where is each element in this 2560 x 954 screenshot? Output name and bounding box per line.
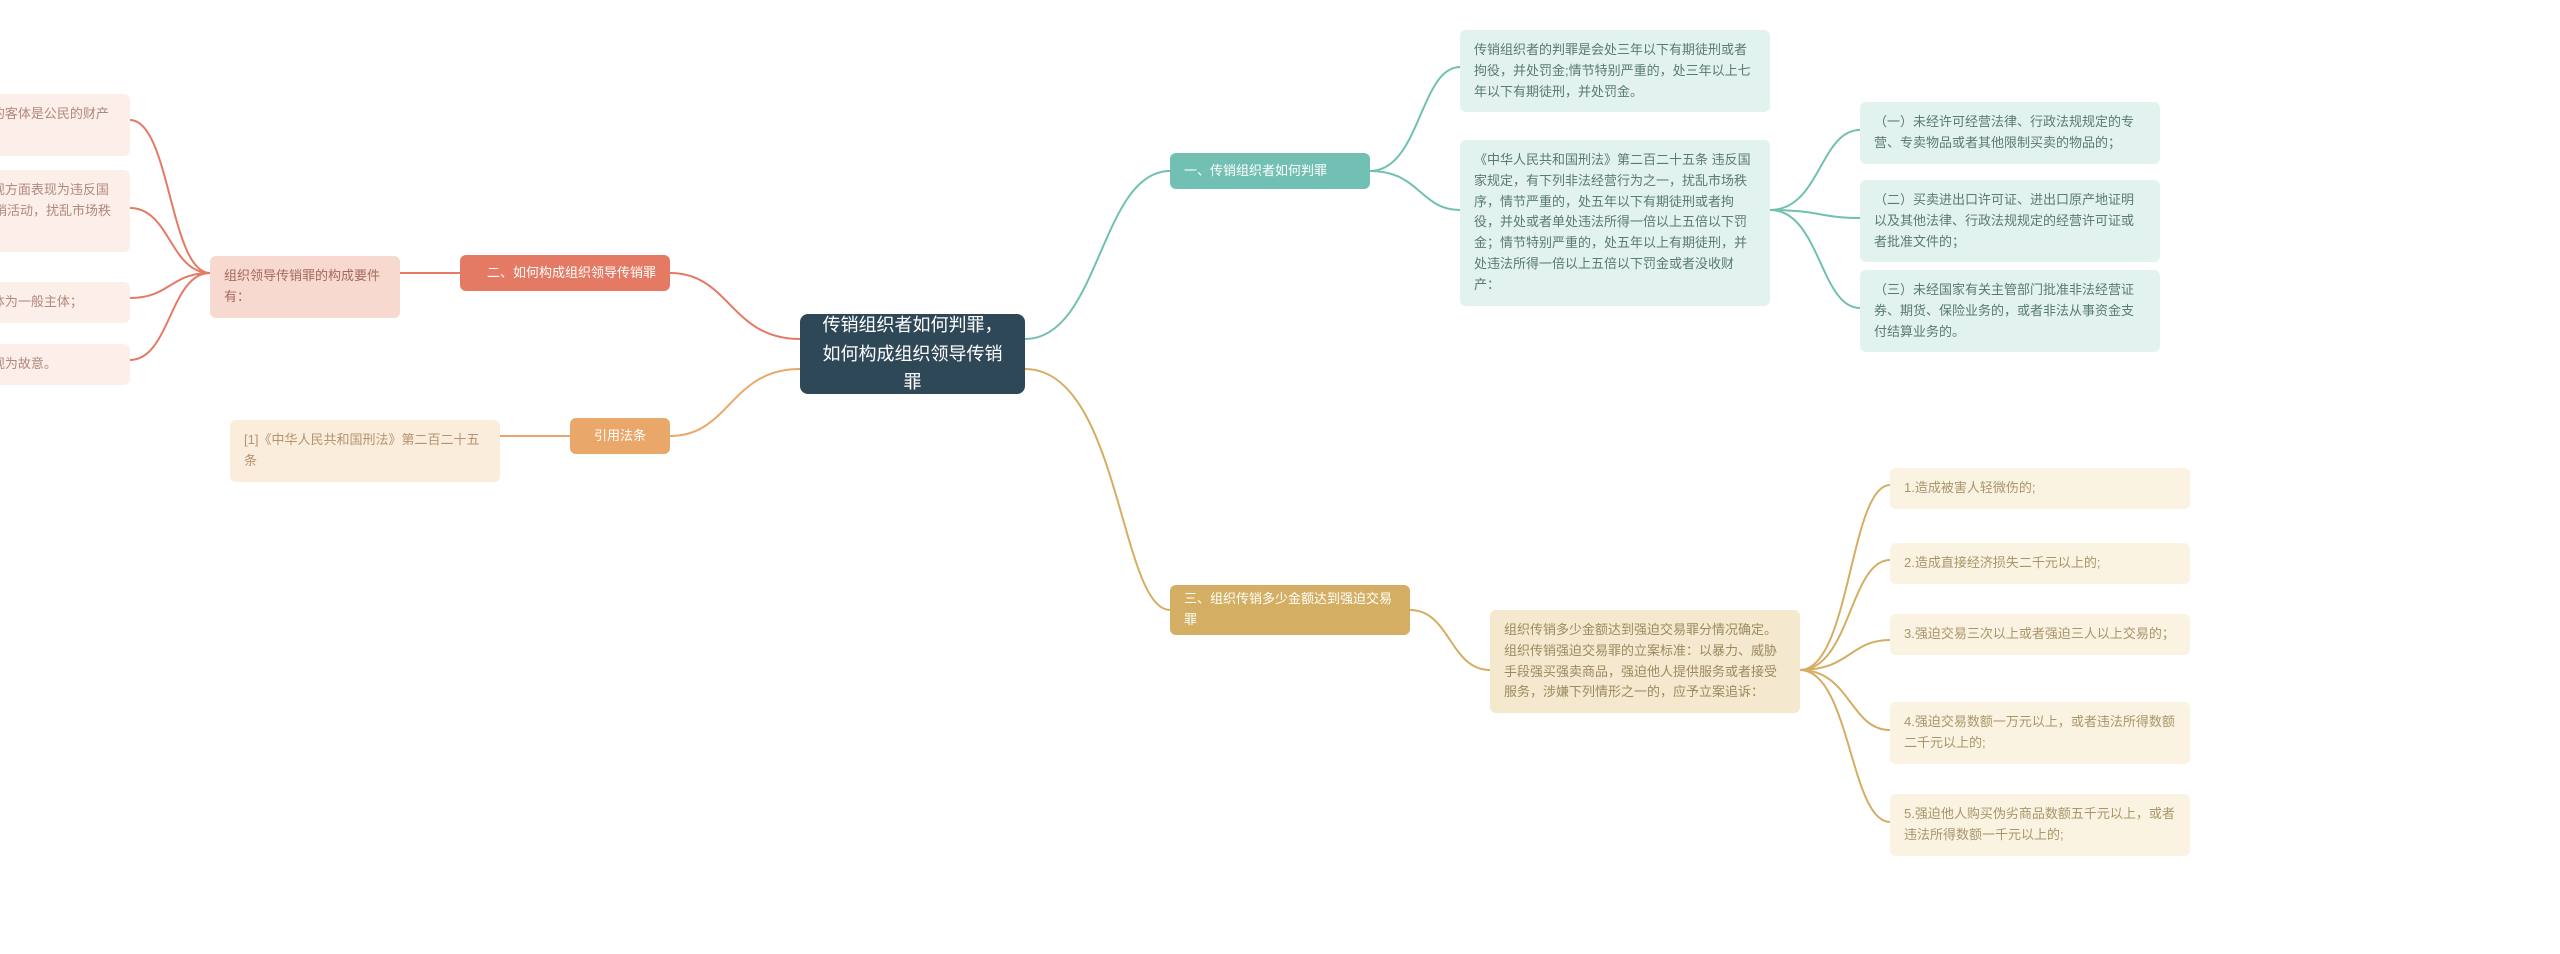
branch2-leaf-3: 3.主体要件，本罪的主体为一般主体； [0,282,130,323]
branch2-title[interactable]: 二、如何构成组织领导传销罪 [460,255,670,291]
branch3-leaf-2: 2.造成直接经济损失二千元以上的; [1890,543,2190,584]
branch1-leaf-1: 传销组织者的判罪是会处三年以下有期徒刑或者拘役，并处罚金;情节特别严重的，处三年… [1460,30,1770,112]
branch3-leaf-4: 4.强迫交易数额一万元以上，或者违法所得数额二千元以上的; [1890,702,2190,764]
branch3-title[interactable]: 三、组织传销多少金额达到强迫交易罪 [1170,585,1410,635]
branch2-leaf-2: 2.客观要件，本罪在客观方面表现为违反国家规定，组织、从事传销活动，扰乱市场秩序… [0,170,130,252]
branch3-leaf-3: 3.强迫交易三次以上或者强迫三人以上交易的； [1890,614,2190,655]
branch1-leaf-2: 《中华人民共和国刑法》第二百二十五条 违反国家规定，有下列非法经营行为之一，扰乱… [1460,140,1770,306]
branch1-sub-2: （二）买卖进出口许可证、进出口原产地证明以及其他法律、行政法规规定的经营许可证或… [1860,180,2160,262]
branch1-title[interactable]: 一、传销组织者如何判罪 [1170,153,1370,189]
branch2-leaf-1: 1.客体要件，本罪侵犯的客体是公民的财产所有权和社会管理秩序； [0,94,130,156]
branch3-leaf-1: 1.造成被害人轻微伤的; [1890,468,2190,509]
root-node[interactable]: 传销组织者如何判罪，如何构成组织领导传销罪 [800,314,1025,394]
branch4-title[interactable]: 引用法条 [570,418,670,454]
branch4-leaf-1: [1]《中华人民共和国刑法》第二百二十五条 [230,420,500,482]
branch1-sub-1: （一）未经许可经营法律、行政法规规定的专营、专卖物品或者其他限制买卖的物品的； [1860,102,2160,164]
branch2-mid: 组织领导传销罪的构成要件有： [210,256,400,318]
branch2-leaf-4: 4.主观要件，本罪在主观为故意。 [0,344,130,385]
branch3-mid: 组织传销多少金额达到强迫交易罪分情况确定。组织传销强迫交易罪的立案标准：以暴力、… [1490,610,1800,713]
branch1-sub-3: （三）未经国家有关主管部门批准非法经营证券、期货、保险业务的，或者非法从事资金支… [1860,270,2160,352]
branch3-leaf-5: 5.强迫他人购买伪劣商品数额五千元以上，或者违法所得数额一千元以上的; [1890,794,2190,856]
